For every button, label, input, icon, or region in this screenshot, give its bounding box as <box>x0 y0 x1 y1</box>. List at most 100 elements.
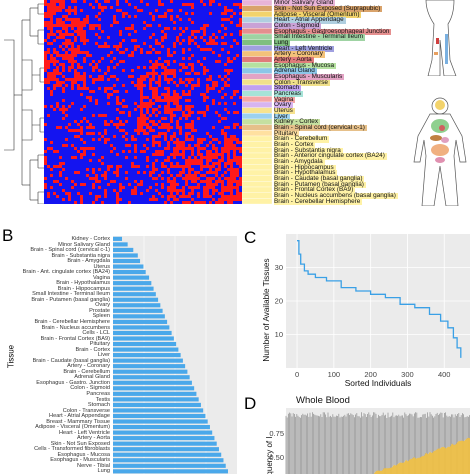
heat-cell <box>74 156 77 159</box>
heat-cell <box>47 147 50 150</box>
heat-cell <box>62 198 65 201</box>
heat-cell <box>74 0 77 3</box>
heat-cell <box>53 75 56 78</box>
heat-cell <box>164 93 167 96</box>
heat-cell <box>191 126 194 129</box>
heat-cell <box>167 177 170 180</box>
heat-cell <box>212 87 215 90</box>
heat-cell <box>230 135 233 138</box>
heat-cell <box>236 171 239 174</box>
tissue-label: Brain - Cerebellum <box>274 135 330 143</box>
heat-cell <box>167 198 170 201</box>
heat-cell <box>143 132 146 135</box>
heat-cell <box>77 18 80 21</box>
tissue-band <box>242 67 273 74</box>
heat-cell <box>50 6 53 9</box>
heat-cell <box>203 138 206 141</box>
heat-cell <box>203 3 206 6</box>
heat-cell <box>239 183 242 186</box>
heat-cell <box>128 144 131 147</box>
heat-cell <box>92 171 95 174</box>
tissue-band <box>242 107 273 114</box>
bar-category-label: Brain - Spinal cord (cervical c-1) <box>30 247 110 254</box>
heat-cell <box>65 57 68 60</box>
heat-cell <box>191 84 194 87</box>
panel-a: Minor Salivary Gland Skin - Not Sun Expos… <box>0 0 474 218</box>
heat-cell <box>161 117 164 120</box>
heat-cell <box>179 174 182 177</box>
heat-cell <box>77 45 80 48</box>
bar-category-label: Cells - LCL <box>82 330 110 337</box>
heat-cell <box>152 108 155 111</box>
heat-cell <box>56 81 59 84</box>
heat-cell <box>164 12 167 15</box>
bar-category-label: Brain - Caudate (basal ganglia) <box>32 357 110 364</box>
heat-cell <box>137 129 140 132</box>
heat-cell <box>80 21 83 24</box>
heat-cell <box>182 147 185 150</box>
heat-cell <box>215 150 218 153</box>
heat-cell <box>224 138 227 141</box>
tissue-label: Brain - Spinal cord (cervical c-1) <box>274 123 367 132</box>
heat-cell <box>140 183 143 186</box>
tissue-band <box>242 135 273 142</box>
heat-cell <box>209 36 212 39</box>
heat-cell <box>83 36 86 39</box>
heat-cell <box>86 54 89 57</box>
heat-cell <box>92 27 95 30</box>
heat-cell <box>209 0 212 3</box>
heat-cell <box>155 87 158 90</box>
heat-cell <box>170 9 173 12</box>
bar-category-label: Uterus <box>93 263 110 270</box>
bar <box>113 247 134 253</box>
heat-cell <box>155 66 158 69</box>
heat-cell <box>224 186 227 189</box>
heat-cell <box>206 69 209 72</box>
heat-cell <box>149 126 152 129</box>
heat-cell <box>44 0 47 3</box>
heat-cell <box>164 60 167 63</box>
panel-c-letter: C <box>244 228 257 247</box>
heat-cell <box>68 69 71 72</box>
heat-cell <box>47 75 50 78</box>
heat-cell <box>71 60 74 63</box>
heat-cell <box>197 171 200 174</box>
heat-cell <box>218 30 221 33</box>
heat-cell <box>149 84 152 87</box>
heat-cell <box>101 201 104 204</box>
heat-cell <box>236 90 239 93</box>
heat-cell <box>101 30 104 33</box>
heat-cell <box>134 39 137 42</box>
heat-cell <box>98 36 101 39</box>
heat-cell <box>236 156 239 159</box>
heat-cell <box>167 159 170 162</box>
heat-cell <box>125 132 128 135</box>
heat-cell <box>149 174 152 177</box>
heat-cell <box>119 120 122 123</box>
heat-cell <box>62 42 65 45</box>
heat-cell <box>116 90 119 93</box>
heat-cell <box>221 201 224 204</box>
heat-cell <box>80 153 83 156</box>
panel-d: Whole Blood Frequency of I 0.75 0.50 <box>265 395 471 474</box>
bar <box>113 358 183 363</box>
heat-cell <box>188 159 191 162</box>
bar <box>113 386 195 391</box>
heat-cell <box>224 84 227 87</box>
heat-cell <box>62 48 65 51</box>
heat-cell <box>71 45 74 48</box>
heat-cell <box>62 75 65 78</box>
heat-cell <box>215 84 218 87</box>
heat-cell <box>173 150 176 153</box>
heat-cell <box>74 24 77 27</box>
heat-cell <box>173 198 176 201</box>
heat-cell <box>119 51 122 54</box>
heat-cell <box>50 60 53 63</box>
heat-cell <box>212 165 215 168</box>
heat-cell <box>188 39 191 42</box>
heat-cell <box>50 57 53 60</box>
organ-uterus <box>435 157 445 163</box>
heat-cell <box>89 177 92 180</box>
heat-cell <box>167 168 170 171</box>
heat-cell <box>134 102 137 105</box>
